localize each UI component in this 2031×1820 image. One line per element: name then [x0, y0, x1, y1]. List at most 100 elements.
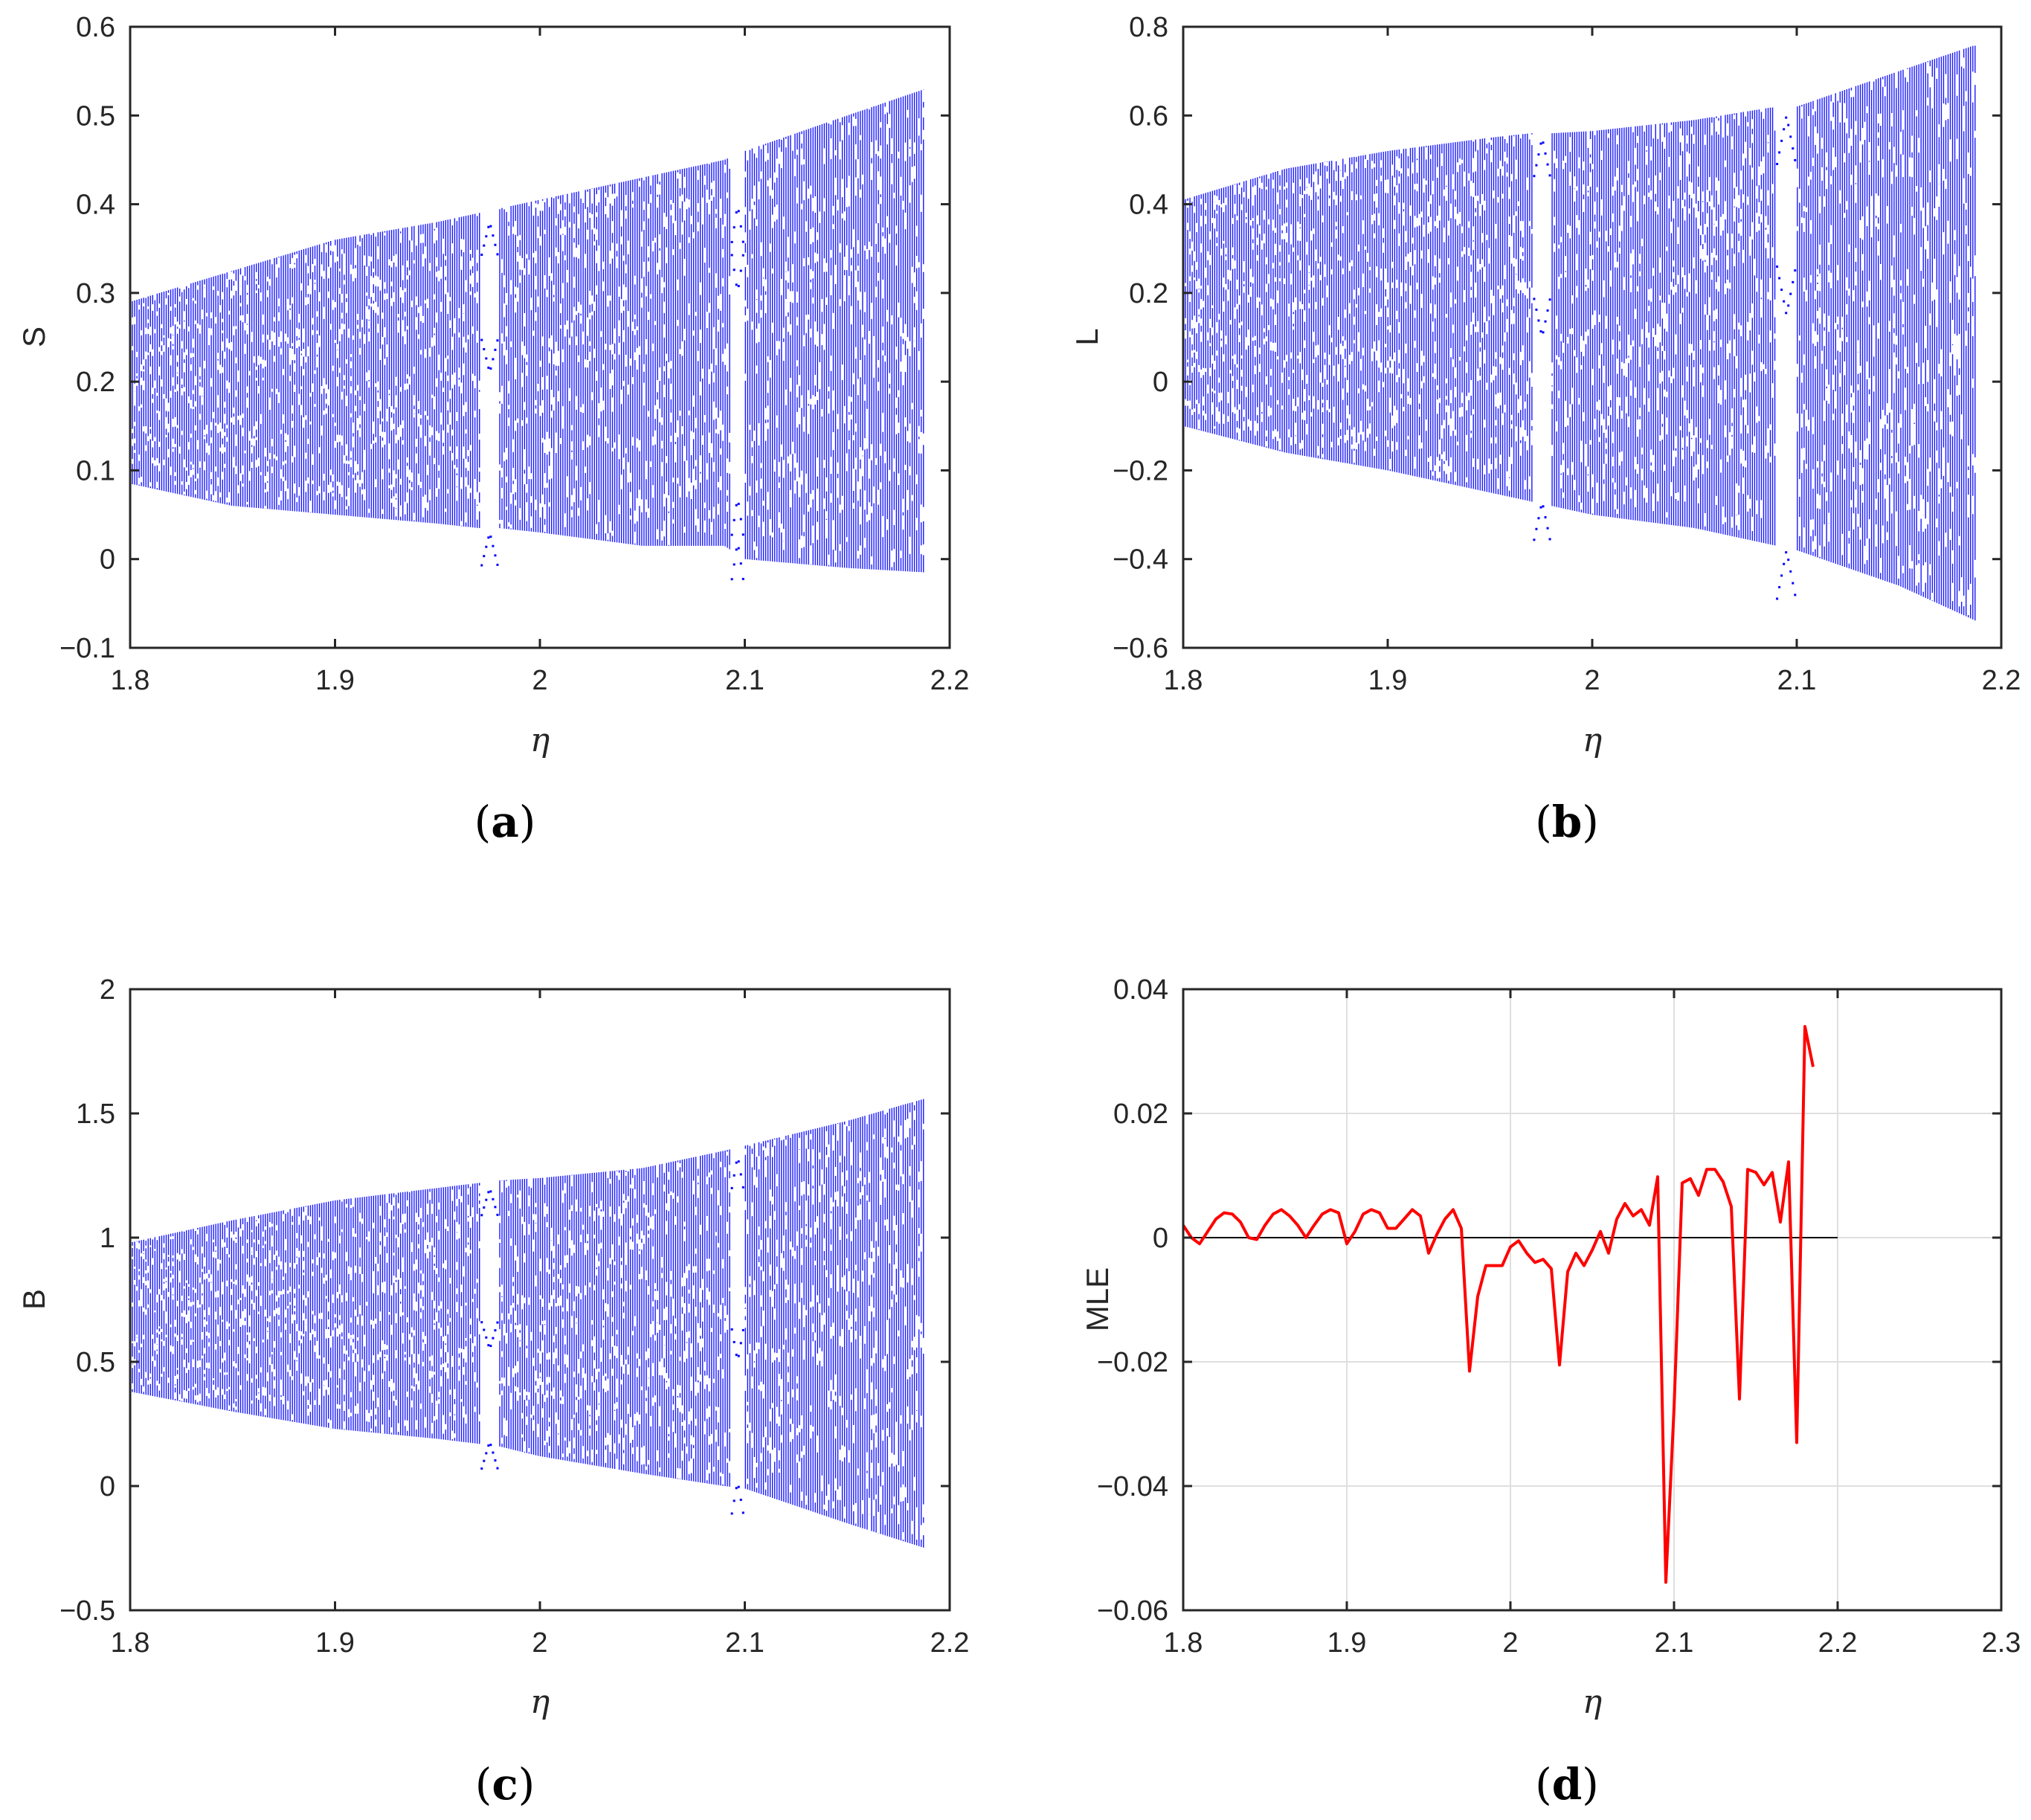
- orbit-gap: [213, 495, 215, 501]
- orbit-gap: [248, 370, 251, 376]
- orbit-gap: [1740, 222, 1742, 231]
- orbit-gap: [1297, 397, 1299, 407]
- orbit-gap: [616, 256, 618, 269]
- orbit-gap: [832, 390, 834, 411]
- orbit-gap: [305, 297, 307, 306]
- orbit-gap: [1407, 378, 1409, 392]
- orbit-gap: [332, 239, 334, 252]
- orbit-gap: [1429, 216, 1432, 222]
- orbit-gap: [1313, 228, 1315, 234]
- orbit-gap: [1203, 396, 1205, 406]
- orbit-gap: [1319, 274, 1322, 280]
- orbit-gap: [1310, 231, 1313, 241]
- orbit-gap: [548, 257, 550, 268]
- orbit-gap: [823, 198, 825, 212]
- orbit-gap: [1760, 97, 1763, 112]
- orbit-gap: [1837, 316, 1839, 324]
- orbit-gap: [388, 451, 390, 460]
- orbit-gap: [338, 482, 341, 494]
- orbit-gap: [1322, 382, 1324, 388]
- orbit-gap: [224, 414, 226, 422]
- orbit-gap: [1333, 367, 1335, 375]
- orbit-gap: [922, 433, 924, 446]
- orbit-gap: [429, 263, 431, 271]
- orbit-gap: [1943, 103, 1945, 119]
- orbit-gap: [1809, 220, 1812, 234]
- orbit-gap: [1607, 246, 1609, 252]
- orbit-gap: [1256, 423, 1258, 431]
- orbit-gap: [1925, 518, 1927, 529]
- orbit-gap: [138, 1243, 141, 1245]
- orbit-gap: [1304, 289, 1306, 294]
- orbit-gap: [1436, 399, 1438, 414]
- orbit-gap: [1517, 399, 1519, 414]
- orbit-gap: [1279, 245, 1281, 252]
- orbit-gap: [515, 298, 517, 313]
- orbit-gap: [1315, 346, 1317, 358]
- orbit-gap: [1196, 351, 1198, 359]
- orbit-gap: [587, 233, 589, 239]
- orbit-gap: [1850, 174, 1853, 185]
- orbit-gap: [1859, 464, 1861, 486]
- orbit-gap: [266, 488, 268, 491]
- orbit-gap: [1416, 160, 1418, 173]
- x-tick-label: 2.1: [725, 665, 765, 696]
- orbit-gap: [857, 239, 859, 254]
- orbit-gap: [537, 226, 539, 239]
- orbit-gap: [1515, 431, 1517, 442]
- orbit-gap: [712, 401, 715, 417]
- orbit-gap: [1194, 362, 1196, 367]
- window-branch-point: [1535, 308, 1538, 311]
- orbit-gap: [1342, 354, 1344, 359]
- orbit-gap: [1317, 184, 1319, 196]
- orbit-gap: [1853, 467, 1855, 482]
- orbit-gap: [1313, 396, 1315, 409]
- orbit-gap: [134, 383, 136, 392]
- orbit-gap: [1455, 207, 1457, 219]
- orbit-gap: [895, 397, 898, 408]
- orbit-gap: [1297, 221, 1299, 228]
- orbit-gap: [458, 367, 460, 379]
- orbit-gap: [350, 361, 352, 369]
- window-branch-point: [480, 338, 483, 341]
- orbit-gap: [1594, 121, 1596, 135]
- orbit-gap: [1717, 364, 1719, 376]
- orbit-gap: [503, 280, 506, 288]
- orbit-gap: [677, 320, 679, 327]
- orbit-gap: [1697, 488, 1699, 504]
- orbit-gap: [278, 336, 280, 344]
- orbit-gap: [1269, 387, 1272, 396]
- orbit-gap: [1214, 361, 1216, 370]
- orbit-gap: [659, 408, 661, 422]
- orbit-gap: [1531, 229, 1533, 234]
- orbit-gap: [359, 428, 361, 437]
- orbit-gap: [559, 437, 561, 445]
- orbit-gap: [1807, 115, 1809, 124]
- orbit-gap: [336, 257, 338, 262]
- orbit-gap: [436, 431, 438, 440]
- orbit-gap: [132, 1383, 134, 1389]
- panel-label-b: (b): [1535, 797, 1599, 847]
- orbit-gap: [336, 376, 338, 387]
- orbit-gap: [422, 254, 424, 259]
- orbit-gap: [1859, 365, 1861, 373]
- orbit-gap: [902, 200, 904, 210]
- orbit-gap: [1380, 160, 1383, 168]
- orbit-gap: [359, 347, 361, 355]
- orbit-gap: [476, 492, 478, 505]
- orbit-gap: [1367, 428, 1369, 438]
- orbit-gap: [1774, 333, 1776, 339]
- orbit-gap: [812, 198, 814, 211]
- orbit-gap: [163, 335, 165, 338]
- orbit-gap: [636, 438, 638, 448]
- orbit-gap: [1301, 303, 1304, 309]
- orbit-gap: [1263, 328, 1265, 332]
- orbit-gap: [1286, 182, 1288, 188]
- orbit-gap: [1380, 308, 1383, 317]
- orbit-gap: [143, 303, 145, 306]
- orbit-gap: [422, 234, 424, 243]
- orbit-gap: [1969, 167, 1972, 176]
- orbit-gap: [1666, 423, 1668, 428]
- orbit-gap: [1229, 320, 1232, 325]
- orbit-gap: [1574, 480, 1576, 491]
